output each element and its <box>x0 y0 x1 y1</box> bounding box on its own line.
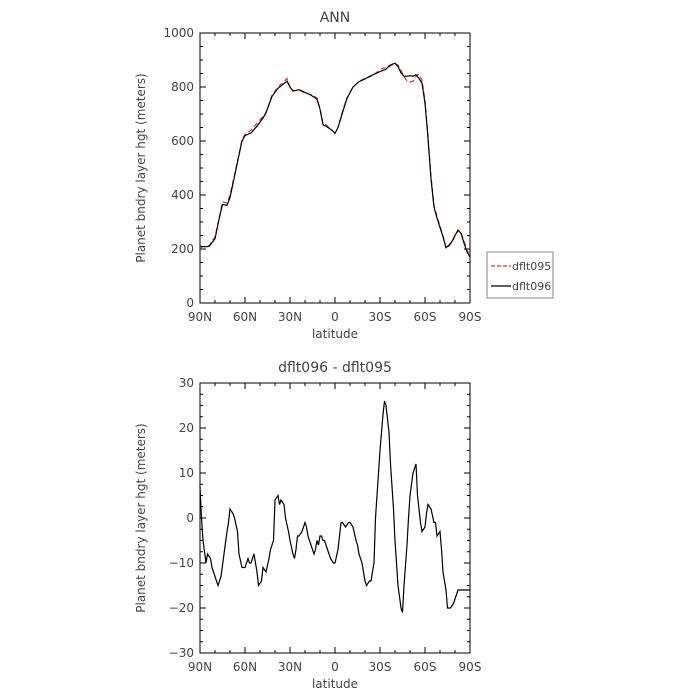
chart-1: ANN 0 200 400 600 800 1000 90N 60N 30N 0 30S 60S 90S l… <box>134 10 554 341</box>
x-axis-label: latitude <box>312 677 358 691</box>
y-tick-label: 20 <box>179 421 194 435</box>
y-tick-label: 200 <box>171 242 194 256</box>
chart-2: dflt096 - dflt095 −30 −20 −10 0 10 20 30 90N 60N 3… <box>134 360 481 691</box>
y-tick-label: 0 <box>186 296 194 310</box>
y-tick-label: 800 <box>171 80 194 94</box>
plot-frame <box>199 32 471 304</box>
x-tick-label: 60S <box>414 660 437 674</box>
legend: dflt095 dflt096 <box>486 251 554 299</box>
y-axis-label: Planet bndry layer hgt (meters) <box>134 423 148 613</box>
chart-title: dflt096 - dflt095 <box>278 360 392 376</box>
x-tick-label: 60N <box>233 310 257 324</box>
x-tick-label: 90S <box>459 660 482 674</box>
y-tick-label: −10 <box>169 556 194 570</box>
x-tick-label: 30N <box>278 660 302 674</box>
y-tick-label: 30 <box>179 376 194 390</box>
y-tick-label: 600 <box>171 134 194 148</box>
y-tick-label: 10 <box>179 466 194 480</box>
x-tick-label: 60S <box>414 310 437 324</box>
series-line-1 <box>199 400 470 613</box>
x-tick-label: 90N <box>188 310 212 324</box>
series-line-2 <box>199 62 471 258</box>
x-tick-label: 90S <box>459 310 482 324</box>
chart-title: ANN <box>320 10 351 26</box>
x-tick-label: 90N <box>188 660 212 674</box>
x-tick-label: 30S <box>369 660 392 674</box>
x-tick-label: 30N <box>278 310 302 324</box>
y-tick-label: 1000 <box>163 26 194 40</box>
y-axis-label: Planet bndry layer hgt (meters) <box>134 73 148 263</box>
y-tick-label: −20 <box>169 601 194 615</box>
x-tick-label: 30S <box>369 310 392 324</box>
x-tick-label: 60N <box>233 660 257 674</box>
legend-label-1: dflt095 <box>512 260 551 273</box>
y-tick-label: 0 <box>186 511 194 525</box>
y-tick-label: 400 <box>171 188 194 202</box>
y-tick-label: −30 <box>169 646 194 660</box>
legend-label-2: dflt096 <box>512 280 551 293</box>
plot-frame <box>199 382 471 654</box>
x-axis-label: latitude <box>312 327 358 341</box>
legend-box <box>486 251 554 299</box>
x-tick-label: 0 <box>331 310 339 324</box>
x-tick-label: 0 <box>331 660 339 674</box>
